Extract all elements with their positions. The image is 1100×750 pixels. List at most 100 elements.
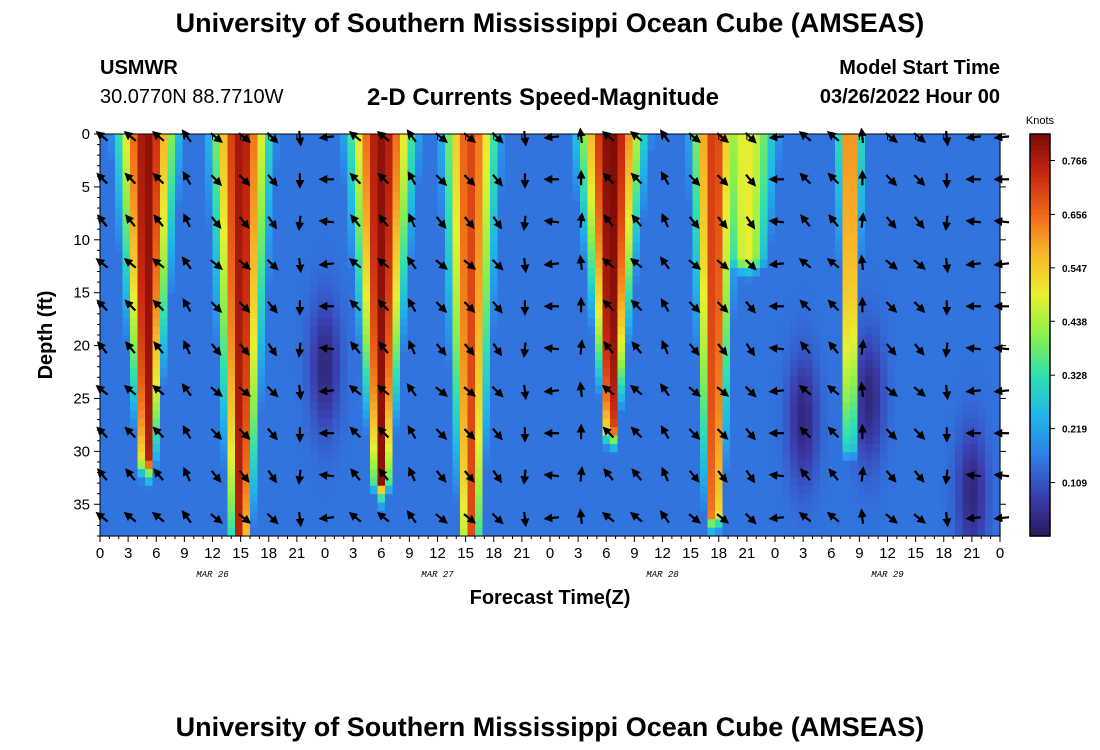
heatmap-cell [812,427,821,437]
heatmap-cell [535,150,544,160]
heatmap-cell [310,309,319,319]
heatmap-cell [677,368,686,378]
heatmap-cell [797,192,806,202]
heatmap-cell [707,494,716,504]
heatmap-cell [332,410,341,420]
heatmap-cell [287,402,296,411]
heatmap-cell [242,150,251,160]
heatmap-cell [505,167,514,177]
heatmap-cell [452,477,461,487]
heatmap-cell [745,159,754,169]
heatmap-cell [302,485,311,495]
heatmap-cell [617,242,626,252]
heatmap-cell [190,527,199,537]
heatmap-cell [497,242,506,252]
heatmap-cell [430,318,439,328]
heatmap-cell [760,360,769,370]
heatmap-cell [872,418,881,428]
heatmap-cell [670,242,679,252]
heatmap-cell [370,293,379,303]
heatmap-cell [850,226,859,236]
heatmap-cell [527,242,536,252]
heatmap-cell [835,309,844,319]
heatmap-cell [490,368,499,378]
heatmap-cell [430,201,439,210]
heatmap-cell [700,217,709,227]
heatmap-cell [332,443,341,453]
heatmap-cell [542,150,551,160]
heatmap-cell [602,184,611,194]
heatmap-cell [430,226,439,236]
heatmap-cell [550,184,559,194]
heatmap-cell [250,368,259,378]
heatmap-cell [332,268,341,277]
heatmap-cell [167,159,176,169]
heatmap-cell [227,519,236,529]
heatmap-cell [625,502,634,512]
heatmap-cell [175,485,184,495]
heatmap-cell [115,502,124,512]
heatmap-cell [572,343,581,353]
heatmap-cell [842,293,851,303]
heatmap-cell [340,226,349,236]
heatmap-cell [565,293,574,303]
heatmap-cell [400,452,409,462]
heatmap-cell [737,510,746,520]
heatmap-cell [227,343,236,353]
heatmap-cell [272,142,281,152]
heatmap-cell [775,309,784,319]
heatmap-cell [550,360,559,370]
heatmap-cell [415,435,424,445]
heatmap-cell [842,402,851,411]
heatmap-cell [302,301,311,311]
heatmap-cell [137,276,146,286]
heatmap-cell [872,284,881,294]
heatmap-cell [370,351,379,361]
heatmap-cell [160,452,169,462]
heatmap-cell [610,276,619,286]
heatmap-cell [250,343,259,353]
heatmap-cell [295,376,304,386]
heatmap-cell [820,301,829,311]
heatmap-cell [805,418,814,428]
heatmap-cell [640,477,649,487]
heatmap-cell [557,293,566,303]
heatmap-cell [467,393,476,403]
heatmap-cell [257,527,266,537]
heatmap-cell [137,234,146,244]
heatmap-cell [565,427,574,437]
heatmap-cell [805,217,814,227]
heatmap-cell [730,226,739,236]
heatmap-cell [647,284,656,294]
heatmap-cell [865,268,874,277]
heatmap-cell [310,477,319,487]
heatmap-cell [625,510,634,520]
heatmap-cell [452,385,461,395]
heatmap-cell [722,201,731,210]
heatmap-cell [212,234,221,244]
heatmap-cell [235,393,244,403]
heatmap-cell [385,142,394,152]
heatmap-cell [107,301,116,311]
heatmap-cell [737,435,746,445]
heatmap-cell [797,527,806,537]
heatmap-cell [175,427,184,437]
heatmap-cell [175,469,184,478]
heatmap-cell [182,192,191,202]
heatmap-cell [715,150,724,160]
heatmap-cell [782,519,791,529]
heatmap-cell [790,167,799,177]
heatmap-cell [760,159,769,169]
heatmap-cell [775,159,784,169]
heatmap-cell [482,326,491,336]
heatmap-cell [182,368,191,378]
heatmap-cell [490,402,499,411]
heatmap-cell [647,519,656,529]
heatmap-cell [235,251,244,261]
heatmap-cell [182,335,191,344]
heatmap-cell [677,284,686,294]
heatmap-cell [377,494,386,504]
heatmap-cell [752,326,761,336]
heatmap-cell [640,502,649,512]
heatmap-cell [812,418,821,428]
